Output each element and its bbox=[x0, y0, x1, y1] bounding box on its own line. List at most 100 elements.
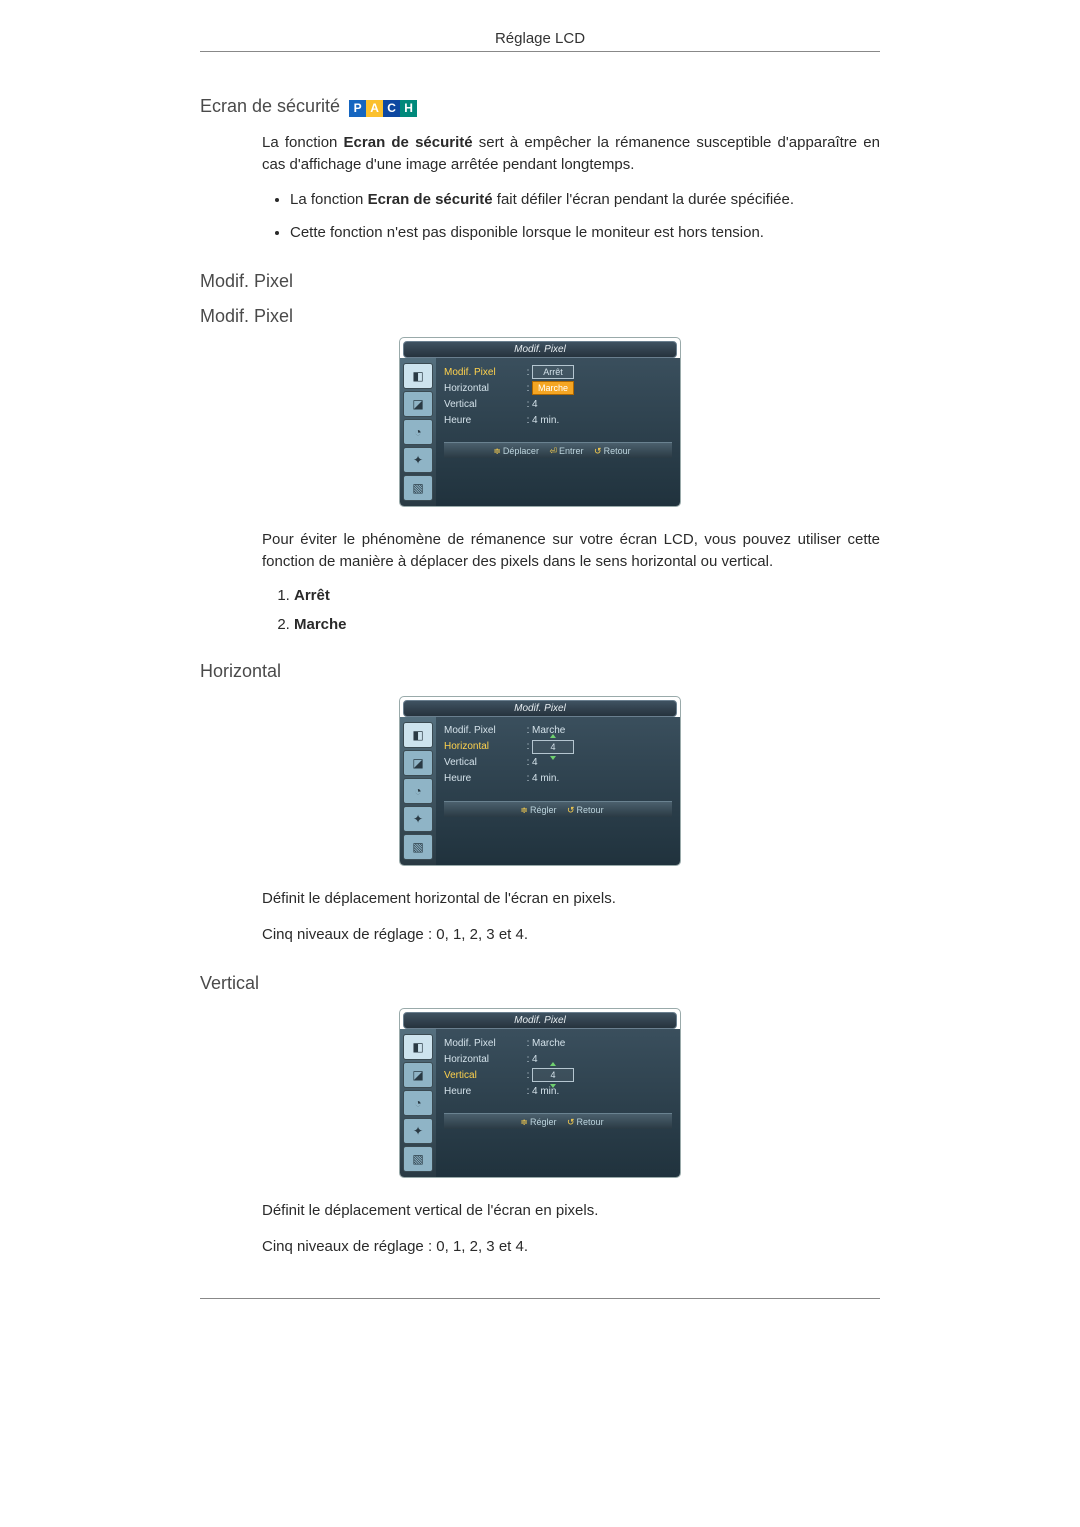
sidebar-icon-1: ◧ bbox=[403, 1034, 433, 1060]
osd-val-modif: Marche bbox=[532, 1038, 672, 1049]
osd-sidebar: ◧ ◪ ◔ ✦ ▧ bbox=[400, 717, 436, 865]
footer-key-adjust: ≑ bbox=[520, 805, 528, 815]
modif-options: Arrêt Marche bbox=[262, 587, 880, 633]
osd-val-arret: Arrêt bbox=[532, 365, 672, 379]
osd-footer: ≑Régler ↺Retour bbox=[444, 801, 672, 817]
sidebar-icon-3: ◔ bbox=[403, 419, 433, 445]
osd-label-heure: Heure bbox=[444, 415, 524, 426]
osd-label-heure: Heure bbox=[444, 773, 524, 784]
osd-val-vert: 4 bbox=[532, 399, 672, 410]
osd-valbox-marche: Marche bbox=[532, 381, 574, 395]
vert-desc: Définit le déplacement vertical de l'écr… bbox=[262, 1200, 880, 1222]
badge-h: H bbox=[400, 100, 417, 117]
footer-key-return: ↺ bbox=[567, 1117, 575, 1127]
osd-spinner-vert[interactable]: 4 bbox=[532, 1068, 574, 1082]
footer-text-return: Retour bbox=[577, 1117, 604, 1127]
b1-rest: fait défiler l'écran pendant la durée sp… bbox=[497, 191, 794, 208]
footer-key-return: ↺ bbox=[567, 805, 575, 815]
badge-p: P bbox=[349, 100, 366, 117]
opt-marche: Marche bbox=[294, 616, 347, 633]
osd-vertical: Modif. Pixel ◧ ◪ ◔ ✦ ▧ Modif. Pixel : Ma… bbox=[399, 1008, 681, 1178]
section-title-vertical: Vertical bbox=[200, 973, 880, 994]
osd-label-vert: Vertical bbox=[444, 1070, 524, 1081]
osd-colon: : bbox=[524, 399, 532, 410]
footer-text-adjust: Régler bbox=[530, 1117, 557, 1127]
section-title-securite: Ecran de sécurité PACH bbox=[200, 96, 880, 118]
footer-key-move: ≑ bbox=[493, 446, 501, 456]
osd-title: Modif. Pixel bbox=[403, 1012, 677, 1029]
osd-label-heure: Heure bbox=[444, 1086, 524, 1097]
osd-main: Modif. Pixel : Arrêt Horizontal : Marche bbox=[436, 358, 680, 506]
sidebar-icon-5: ▧ bbox=[403, 475, 433, 501]
badge-c: C bbox=[383, 100, 400, 117]
section-title-horizontal: Horizontal bbox=[200, 661, 880, 682]
osd-sidebar: ◧ ◪ ◔ ✦ ▧ bbox=[400, 1029, 436, 1177]
osd-colon: : bbox=[524, 1070, 532, 1081]
footer-text-move: Déplacer bbox=[503, 446, 539, 456]
footer-text-adjust: Régler bbox=[530, 805, 557, 815]
b1-lead: La fonction bbox=[290, 191, 368, 208]
securite-intro-lead: La fonction bbox=[262, 134, 344, 151]
spinner-down-icon[interactable] bbox=[550, 1084, 556, 1088]
osd-colon: : bbox=[524, 367, 532, 378]
osd-footer: ≑Régler ↺Retour bbox=[444, 1113, 672, 1129]
osd-label-horiz: Horizontal bbox=[444, 1054, 524, 1065]
osd-label-vert: Vertical bbox=[444, 399, 524, 410]
osd-colon: : bbox=[524, 757, 532, 768]
opt-arret: Arrêt bbox=[294, 587, 330, 604]
horiz-levels: Cinq niveaux de réglage : 0, 1, 2, 3 et … bbox=[262, 924, 880, 946]
modif-desc: Pour éviter le phénomène de rémanence su… bbox=[262, 529, 880, 573]
osd-colon: : bbox=[524, 1054, 532, 1065]
footer-text-return: Retour bbox=[577, 805, 604, 815]
osd-val-horiz: 4 bbox=[532, 740, 672, 754]
osd-spinner-horiz[interactable]: 4 bbox=[532, 740, 574, 754]
vert-levels: Cinq niveaux de réglage : 0, 1, 2, 3 et … bbox=[262, 1236, 880, 1258]
mode-badges: PACH bbox=[349, 97, 417, 118]
sidebar-icon-5: ▧ bbox=[403, 834, 433, 860]
sidebar-icon-4: ✦ bbox=[403, 447, 433, 473]
spinner-up-icon[interactable] bbox=[550, 1062, 556, 1066]
securite-intro-bold: Ecran de sécurité bbox=[344, 134, 479, 151]
osd-footer: ≑Déplacer ⏎Entrer ↺Retour bbox=[444, 442, 672, 458]
osd-colon: : bbox=[524, 1086, 532, 1097]
osd-colon: : bbox=[524, 741, 532, 752]
osd-colon: : bbox=[524, 773, 532, 784]
osd-label-horiz: Horizontal bbox=[444, 383, 524, 394]
osd-valbox-horiz: 4 bbox=[532, 740, 574, 754]
sidebar-icon-5: ▧ bbox=[403, 1146, 433, 1172]
osd-colon: : bbox=[524, 725, 532, 736]
securite-bullet-2: Cette fonction n'est pas disponible lors… bbox=[290, 222, 880, 243]
osd-valbox-vert: 4 bbox=[532, 1068, 574, 1082]
osd-sidebar: ◧ ◪ ◔ ✦ ▧ bbox=[400, 358, 436, 506]
badge-a: A bbox=[366, 100, 383, 117]
osd-label-modif: Modif. Pixel bbox=[444, 367, 524, 378]
section-title-modif-2: Modif. Pixel bbox=[200, 306, 880, 327]
sidebar-icon-4: ✦ bbox=[403, 806, 433, 832]
sidebar-icon-3: ◔ bbox=[403, 778, 433, 804]
securite-title-text: Ecran de sécurité bbox=[200, 96, 340, 116]
osd-title: Modif. Pixel bbox=[403, 700, 677, 717]
sidebar-icon-2: ◪ bbox=[403, 750, 433, 776]
sidebar-icon-4: ✦ bbox=[403, 1118, 433, 1144]
osd-main: Modif. Pixel : Marche Horizontal : 4 Ver… bbox=[436, 1029, 680, 1177]
modif-option-1: Arrêt bbox=[294, 587, 880, 604]
osd-label-modif: Modif. Pixel bbox=[444, 725, 524, 736]
osd-main: Modif. Pixel : Marche Horizontal : 4 bbox=[436, 717, 680, 865]
osd-title: Modif. Pixel bbox=[403, 341, 677, 358]
osd-label-horiz: Horizontal bbox=[444, 741, 524, 752]
footer-key-adjust: ≑ bbox=[520, 1117, 528, 1127]
footer-text-return: Retour bbox=[604, 446, 631, 456]
spinner-up-icon[interactable] bbox=[550, 734, 556, 738]
sidebar-icon-2: ◪ bbox=[403, 391, 433, 417]
osd-label-modif: Modif. Pixel bbox=[444, 1038, 524, 1049]
sidebar-icon-3: ◔ bbox=[403, 1090, 433, 1116]
footer-key-enter: ⏎ bbox=[549, 446, 557, 456]
osd-val-vert: 4 bbox=[532, 1068, 672, 1082]
footer-key-return: ↺ bbox=[594, 446, 602, 456]
modif-option-2: Marche bbox=[294, 616, 880, 633]
section-title-modif-1: Modif. Pixel bbox=[200, 271, 880, 292]
page-footer-rule bbox=[200, 1298, 880, 1299]
spinner-down-icon[interactable] bbox=[550, 756, 556, 760]
securite-bullets: La fonction Ecran de sécurité fait défil… bbox=[262, 189, 880, 243]
osd-modif-pixel: Modif. Pixel ◧ ◪ ◔ ✦ ▧ Modif. Pixel : Ar… bbox=[399, 337, 681, 507]
